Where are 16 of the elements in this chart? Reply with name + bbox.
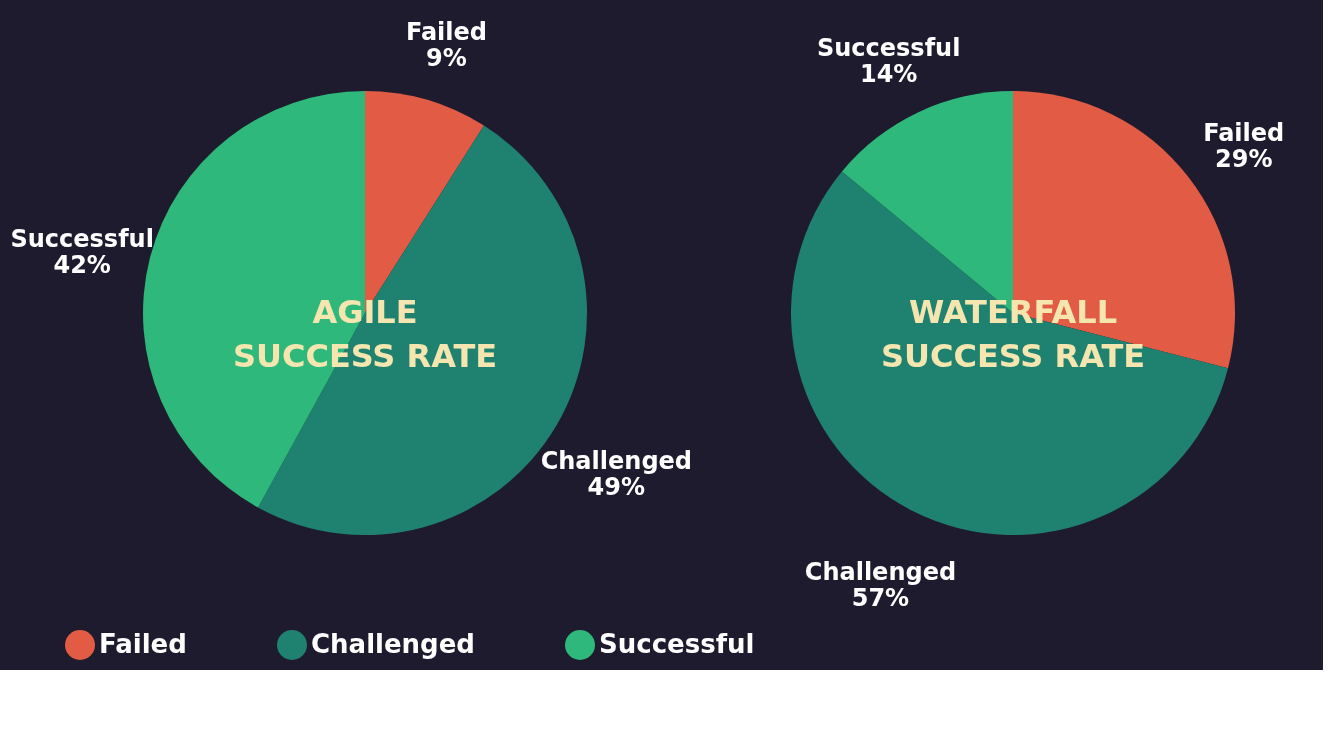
slice-label: Successful [816, 33, 961, 62]
data-label: 14% [859, 59, 918, 88]
data-label: 9% [426, 43, 467, 72]
legend-label: Successful [599, 629, 755, 659]
data-label: 57% [851, 584, 910, 613]
slice-label: Successful [10, 225, 154, 254]
slice-label: Failed [405, 17, 488, 46]
legend-label: Failed [99, 629, 187, 659]
data-label: 29% [1215, 145, 1273, 174]
slice-label: Failed [1203, 119, 1285, 148]
slice-label: Challenged [804, 558, 957, 587]
slice-label: Challenged [540, 446, 693, 475]
pie-slice [791, 171, 1229, 535]
legend-label: Challenged [311, 629, 475, 659]
text: AGILE SUCCESS RATE [232, 293, 498, 375]
data-label: 42% [53, 251, 111, 280]
